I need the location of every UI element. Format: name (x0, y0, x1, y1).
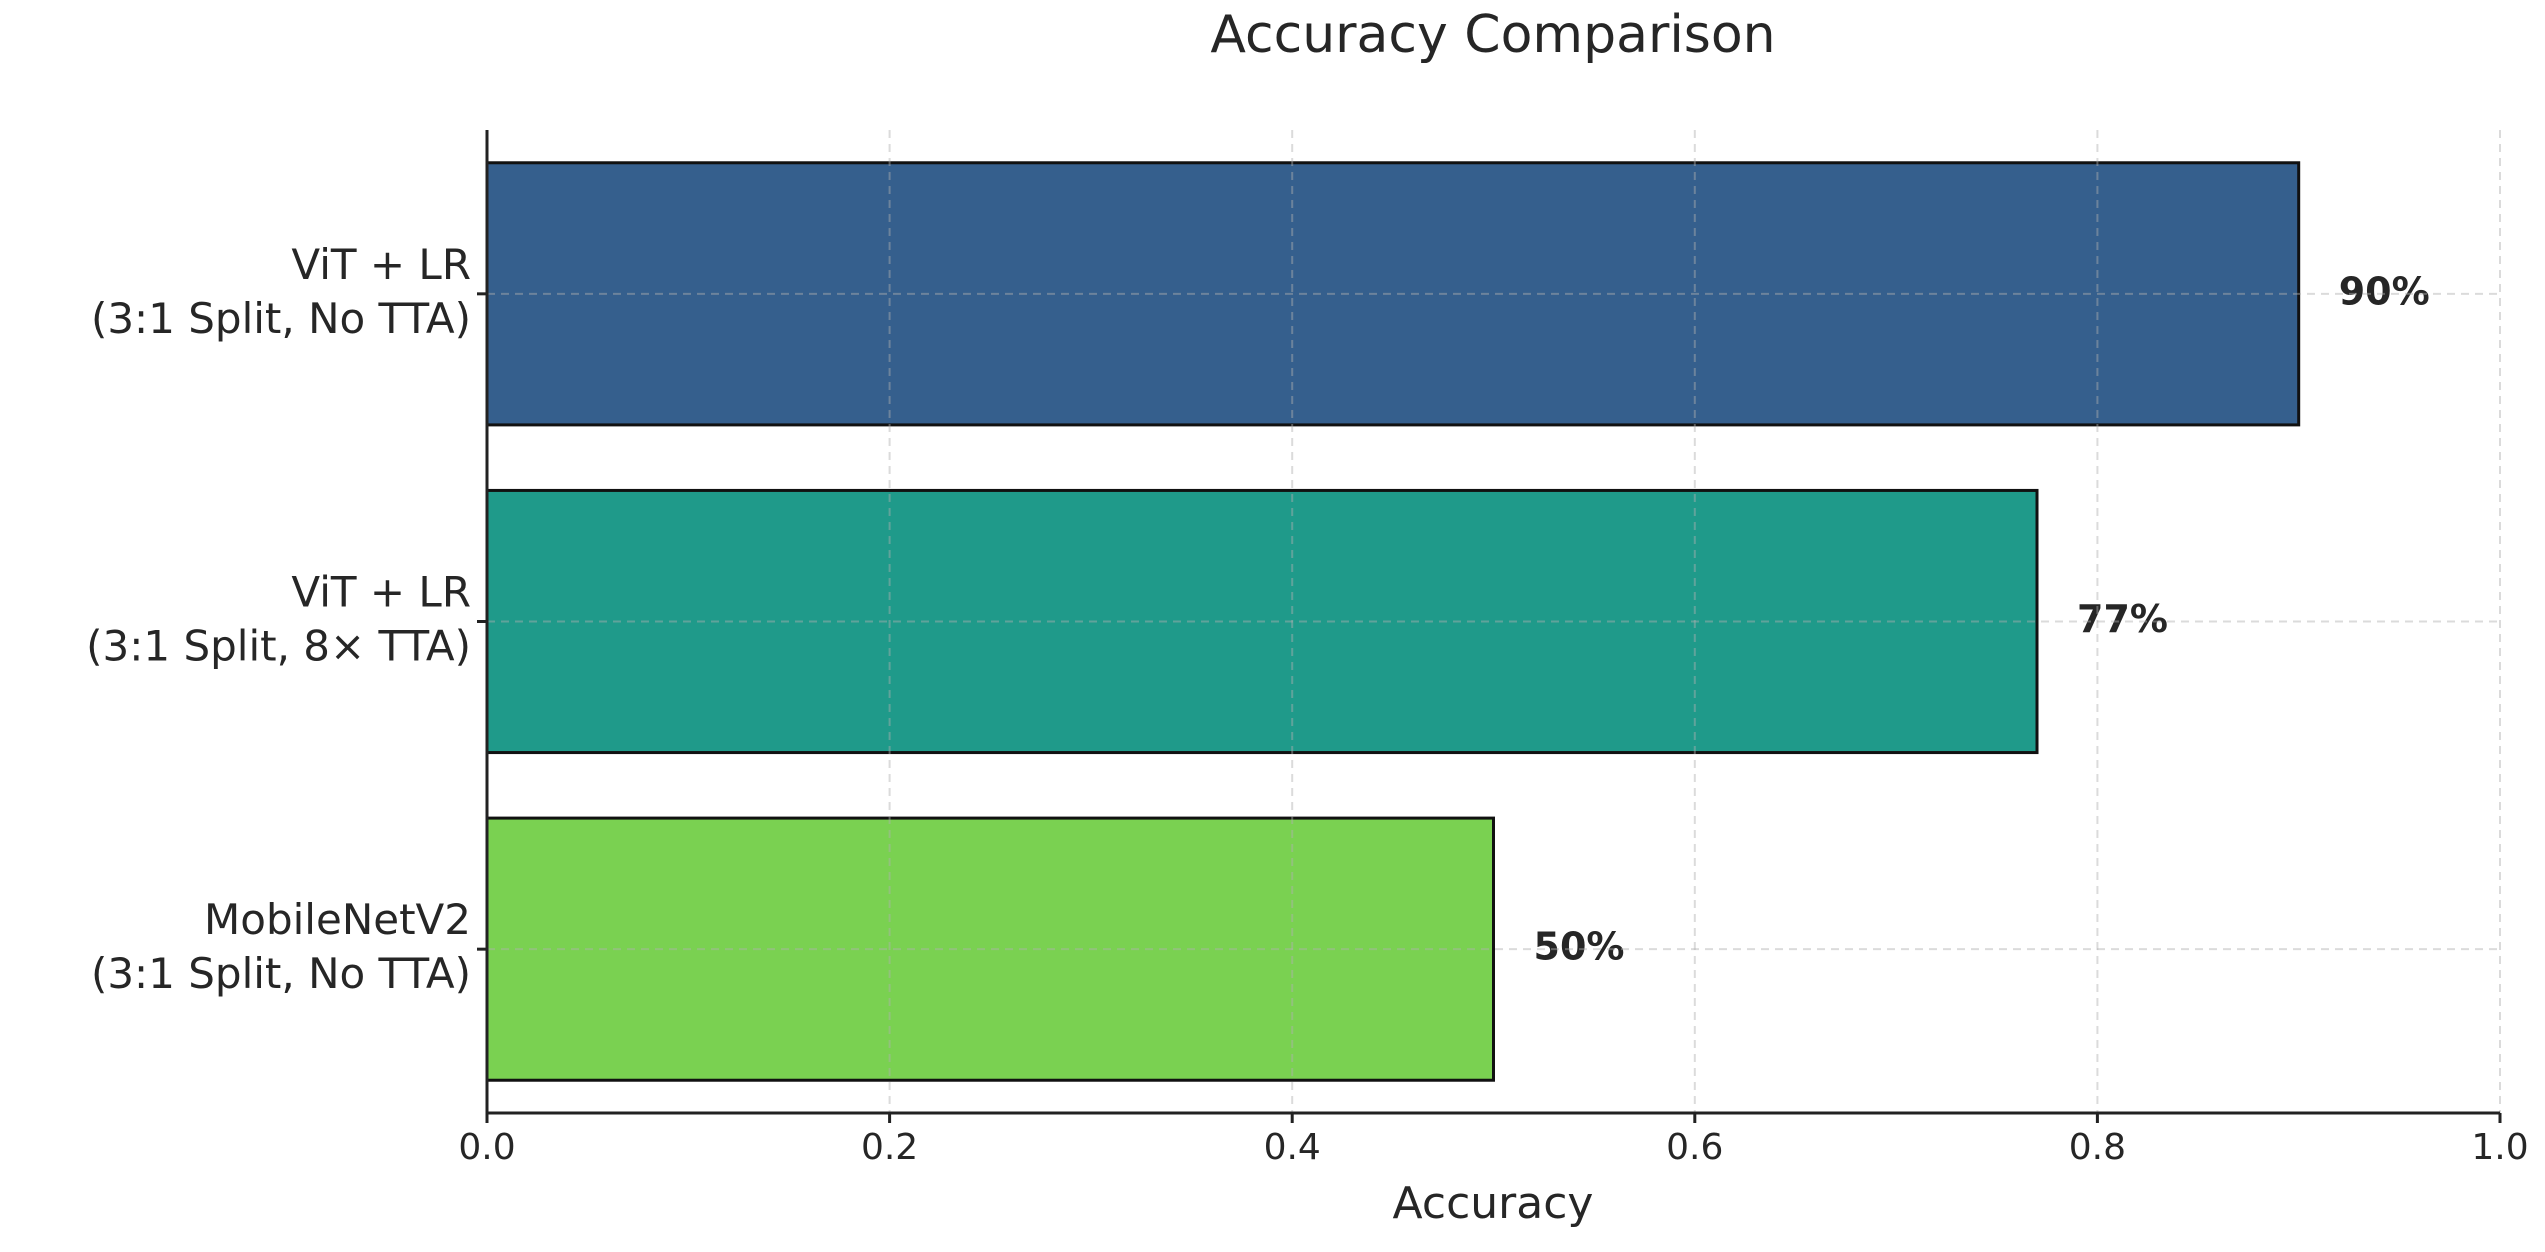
y-tick-label-line: MobileNetV2 (204, 895, 471, 944)
bar (485, 161, 2301, 427)
y-tick-label-line: (3:1 Split, No TTA) (91, 293, 471, 342)
y-tick-label-line: ViT + LR (291, 567, 471, 616)
x-tick-label: 0.0 (458, 1127, 515, 1168)
y-tick-label-line: ViT + LR (291, 239, 471, 288)
y-tick-label: ViT + LR (3:1 Split, No TTA) (91, 239, 471, 342)
y-tick-label: ViT + LR (3:1 Split, 8× TTA) (86, 567, 471, 670)
y-tick-label: MobileNetV2 (3:1 Split, No TTA) (91, 895, 471, 998)
x-axis-label: Accuracy (1393, 1178, 1594, 1229)
y-tick-label-line: (3:1 Split, 8× TTA) (86, 621, 471, 670)
x-tick-label: 0.6 (1666, 1127, 1723, 1168)
x-tick-label: 1.0 (2471, 1127, 2528, 1168)
value-label: 90% (2339, 269, 2430, 313)
x-tick-label: 0.2 (861, 1127, 918, 1168)
value-label: 77% (2077, 597, 2168, 641)
bar (485, 488, 2039, 755)
value-label: 50% (1534, 925, 1625, 969)
chart-title: Accuracy Comparison (1210, 5, 1775, 65)
x-tick-label: 0.4 (1264, 1127, 1321, 1168)
y-tick-label-line: (3:1 Split, No TTA) (91, 949, 471, 998)
x-tick-label: 0.8 (2069, 1127, 2126, 1168)
